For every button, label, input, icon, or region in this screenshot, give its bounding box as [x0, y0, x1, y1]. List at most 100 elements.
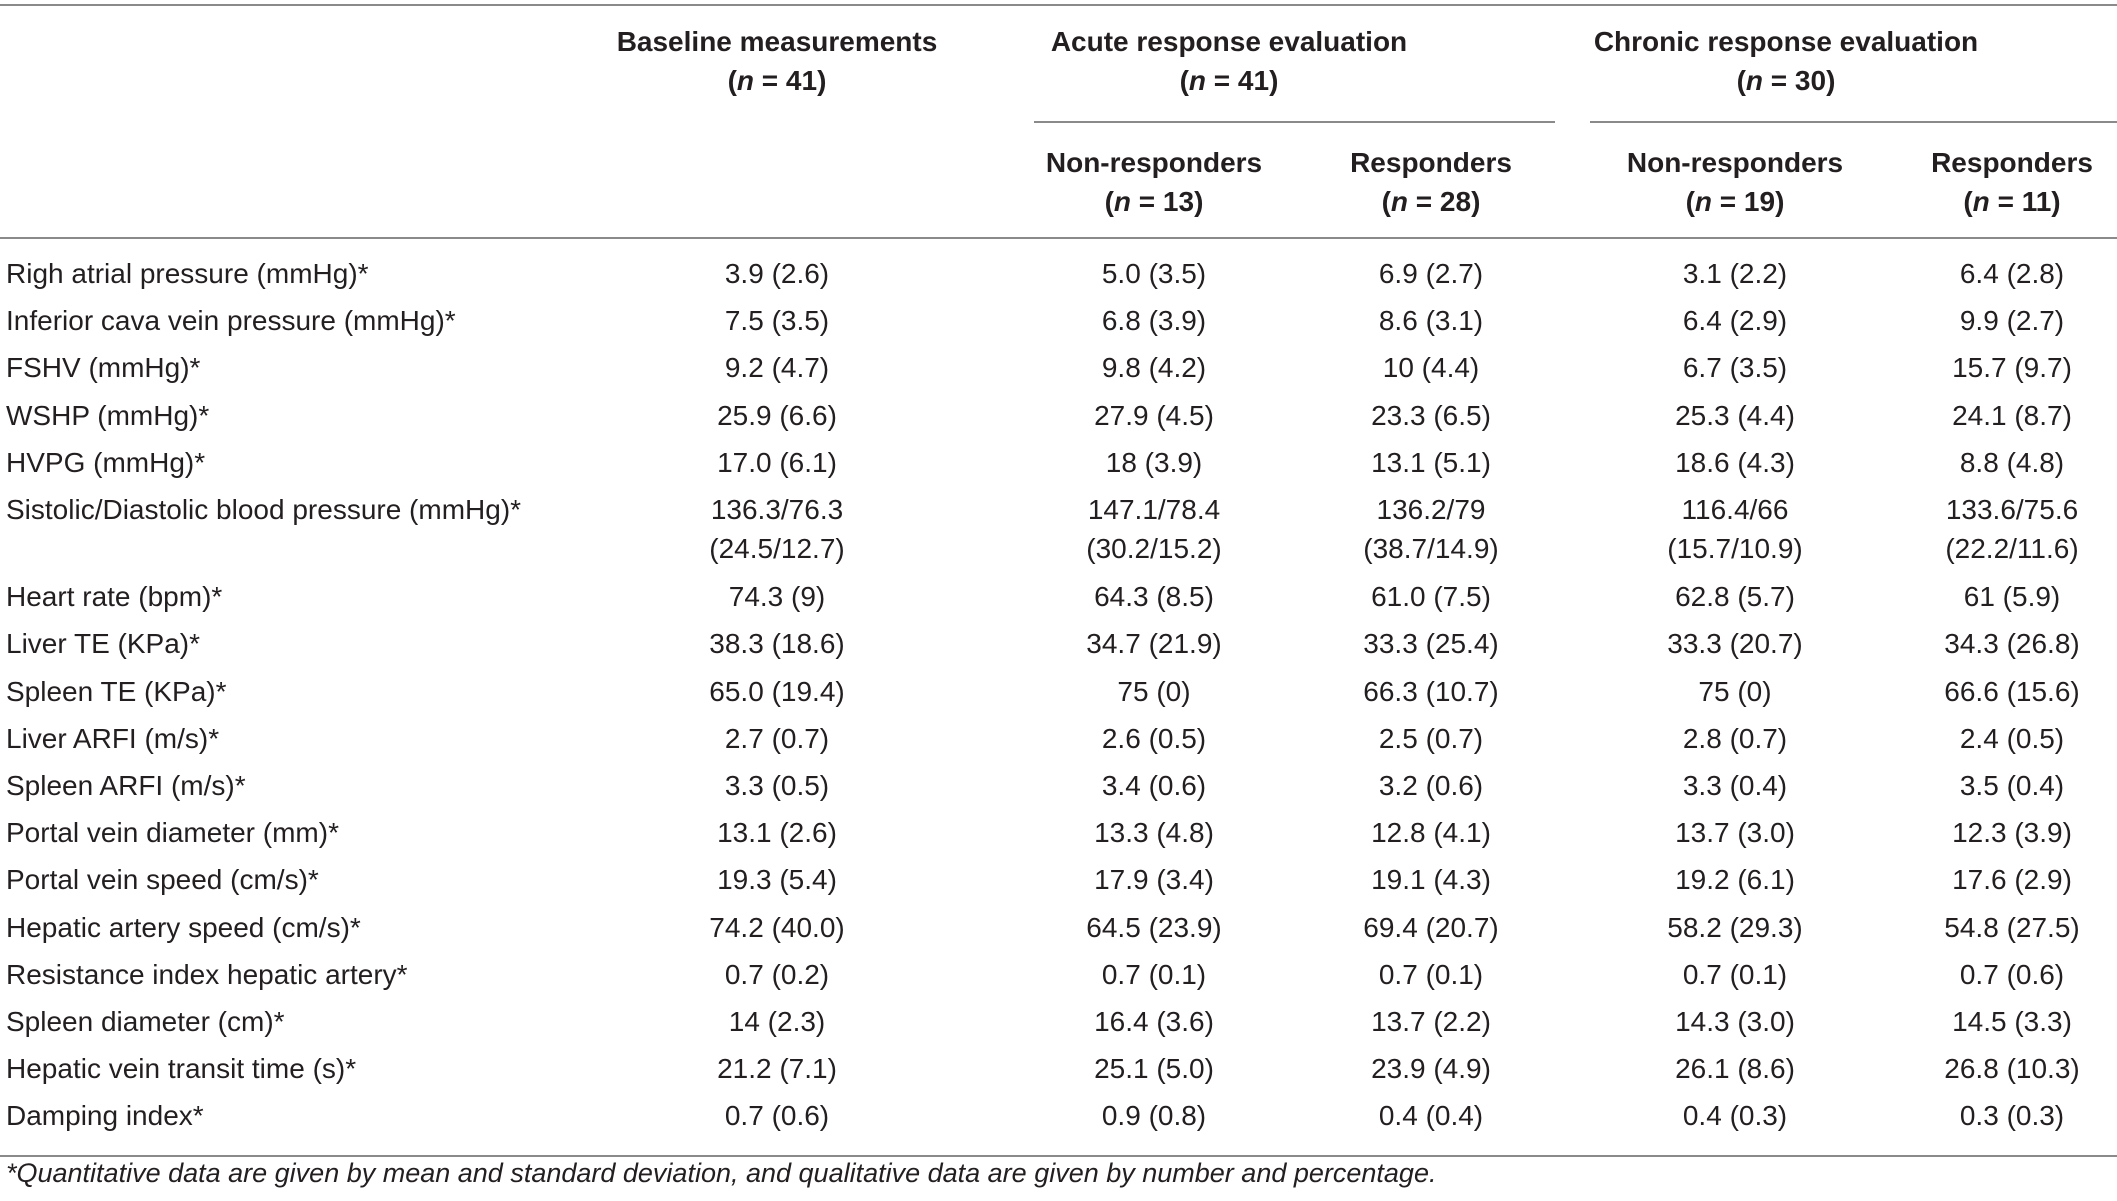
table-cell: 66.3 (10.7)	[1363, 675, 1499, 707]
row-label: Damping index*	[6, 1100, 204, 1132]
header-baseline: Baseline measurements (n = 41)	[617, 22, 938, 100]
table-cell: 0.4 (0.4)	[1378, 1100, 1484, 1132]
table-cell: 17.0 (6.1)	[717, 446, 837, 478]
row-label: Hepatic vein transit time (s)*	[6, 1053, 357, 1085]
table-cell: 13.1 (2.6)	[717, 817, 837, 849]
row-label: WSHP (mmHg)*	[6, 399, 210, 431]
table-cell: 61.0 (7.5)	[1371, 581, 1491, 613]
table-cell: 65.0 (19.4)	[709, 675, 845, 707]
table-cell: 18 (3.9)	[1105, 446, 1203, 478]
row-label: Inferior cava vein pressure (mmHg)*	[6, 305, 456, 337]
table-cell: 0.7 (0.1)	[1378, 958, 1484, 990]
row-label: Resistance index hepatic artery*	[6, 958, 408, 990]
header-acute-nonresponders: Non-responders (n = 13)	[1045, 147, 1263, 217]
table-cell: 14.3 (3.0)	[1675, 1006, 1795, 1037]
header-acute-n: (n = 41)	[1179, 65, 1279, 96]
table-cell: 0.7 (0.6)	[724, 1100, 830, 1132]
table-cell: 23.3 (6.5)	[1371, 399, 1491, 431]
table-cell: 19.3 (5.4)	[717, 864, 837, 896]
table-cell: 3.2 (0.6)	[1378, 770, 1484, 801]
table-cell: 27.9 (4.5)	[1094, 399, 1214, 431]
footnote: *Quantitative data are given by mean and…	[6, 1158, 1437, 1188]
table-cell: 34.7 (21.9)	[1086, 628, 1222, 660]
table-cell: 58.2 (29.3)	[1667, 911, 1803, 943]
header-chronic: Chronic response evaluation (n = 30)	[1594, 22, 1978, 100]
table-cell: 19.1 (4.3)	[1371, 864, 1491, 896]
row-label: Heart rate (bpm)*	[6, 581, 223, 613]
row-label: Liver TE (KPa)*	[6, 628, 200, 660]
table-cell: 54.8 (27.5)	[1944, 911, 2080, 943]
table-cell: 3.5 (0.4)	[1959, 770, 2065, 801]
header-acute-responders: Responders (n = 28)	[1350, 147, 1512, 217]
table-cell: 12.8 (4.1)	[1371, 817, 1491, 849]
table-cell: 18.6 (4.3)	[1675, 446, 1795, 478]
row-label: Sistolic/Diastolic blood pressure (mmHg)…	[6, 494, 522, 525]
table-cell: 33.3 (20.7)	[1667, 628, 1803, 660]
table-cell: 75 (0)	[1117, 675, 1191, 707]
table-cell: 12.3 (3.9)	[1952, 817, 2072, 849]
table-cell: 9.2 (4.7)	[724, 352, 830, 384]
table-cell: 3.3 (0.4)	[1682, 770, 1788, 801]
table-cell: 64.3 (8.5)	[1094, 581, 1214, 613]
table-cell: 24.1 (8.7)	[1952, 399, 2072, 431]
table-cell: 2.7 (0.7)	[724, 722, 830, 754]
table-cell: 0.7 (0.1)	[1682, 958, 1788, 990]
row-label: FSHV (mmHg)*	[6, 352, 201, 384]
table-cell: 0.3 (0.3)	[1959, 1100, 2065, 1132]
table-cell: 10 (4.4)	[1382, 352, 1480, 384]
row-label: Righ atrial pressure (mmHg)*	[6, 258, 369, 289]
table-cell: 69.4 (20.7)	[1363, 911, 1499, 943]
table-cell: 13.7 (2.2)	[1371, 1006, 1491, 1037]
header-chronic-responders: Responders (n = 11)	[1931, 147, 2093, 217]
table-cell: 75 (0)	[1698, 675, 1772, 707]
table-bottom-rule	[0, 1155, 2117, 1157]
table-cell: 34.3 (26.8)	[1944, 628, 2080, 660]
table-cell: 8.6 (3.1)	[1378, 305, 1484, 337]
table-cell: 14 (2.3)	[728, 1006, 826, 1037]
table-cell: 23.9 (4.9)	[1371, 1053, 1491, 1085]
table-cell: 3.4 (0.6)	[1101, 770, 1207, 801]
row-label: Spleen diameter (cm)*	[6, 1006, 285, 1037]
table-cell: 17.9 (3.4)	[1094, 864, 1214, 896]
table-cell: 9.9 (2.7)	[1959, 305, 2065, 337]
table-cell: 19.2 (6.1)	[1675, 864, 1795, 896]
table-cell: 25.3 (4.4)	[1675, 399, 1795, 431]
table-cell: 13.1 (5.1)	[1371, 446, 1491, 478]
table-cell: 33.3 (25.4)	[1363, 628, 1499, 660]
row-label: Hepatic artery speed (cm/s)*	[6, 911, 361, 943]
table-cell: 38.3 (18.6)	[709, 628, 845, 660]
table-cell: 5.0 (3.5)	[1101, 258, 1207, 289]
table-cell: 147.1/78.4 (30.2/15.2)	[1086, 494, 1222, 564]
table-cell: 13.3 (4.8)	[1094, 817, 1214, 849]
table-cell: 0.7 (0.1)	[1101, 958, 1207, 990]
table-cell: 0.4 (0.3)	[1682, 1100, 1788, 1132]
table-cell: 2.6 (0.5)	[1101, 722, 1207, 754]
table-cell: 14.5 (3.3)	[1952, 1006, 2072, 1037]
row-label: Spleen TE (KPa)*	[6, 675, 227, 707]
table-cell: 7.5 (3.5)	[724, 305, 830, 337]
row-label: Portal vein diameter (mm)*	[6, 817, 339, 849]
table-cell: 61 (5.9)	[1963, 581, 2061, 613]
row-label: HVPG (mmHg)*	[6, 446, 206, 478]
table-cell: 133.6/75.6 (22.2/11.6)	[1945, 494, 2079, 564]
table-cell: 2.8 (0.7)	[1682, 722, 1788, 754]
chronic-group-rule	[1590, 121, 2117, 123]
table-cell: 17.6 (2.9)	[1952, 864, 2072, 896]
table-cell: 6.9 (2.7)	[1378, 258, 1484, 289]
table-cell: 74.3 (9)	[728, 581, 826, 613]
acute-group-rule	[1034, 121, 1555, 123]
header-chronic-nonresponders: Non-responders (n = 19)	[1626, 147, 1844, 217]
row-label: Spleen ARFI (m/s)*	[6, 770, 246, 801]
table-cell: 6.4 (2.9)	[1682, 305, 1788, 337]
table-cell: 6.7 (3.5)	[1682, 352, 1788, 384]
table-cell: 2.5 (0.7)	[1378, 722, 1484, 754]
table-cell: 15.7 (9.7)	[1952, 352, 2072, 384]
table-cell: 136.2/79 (38.7/14.9)	[1363, 494, 1499, 564]
header-acute: Acute response evaluation (n = 41)	[1051, 22, 1407, 100]
table-cell: 26.1 (8.6)	[1675, 1053, 1795, 1085]
table-cell: 13.7 (3.0)	[1675, 817, 1795, 849]
table-cell: 2.4 (0.5)	[1959, 722, 2065, 754]
table-cell: 8.8 (4.8)	[1959, 446, 2065, 478]
table-cell: 26.8 (10.3)	[1944, 1053, 2080, 1085]
